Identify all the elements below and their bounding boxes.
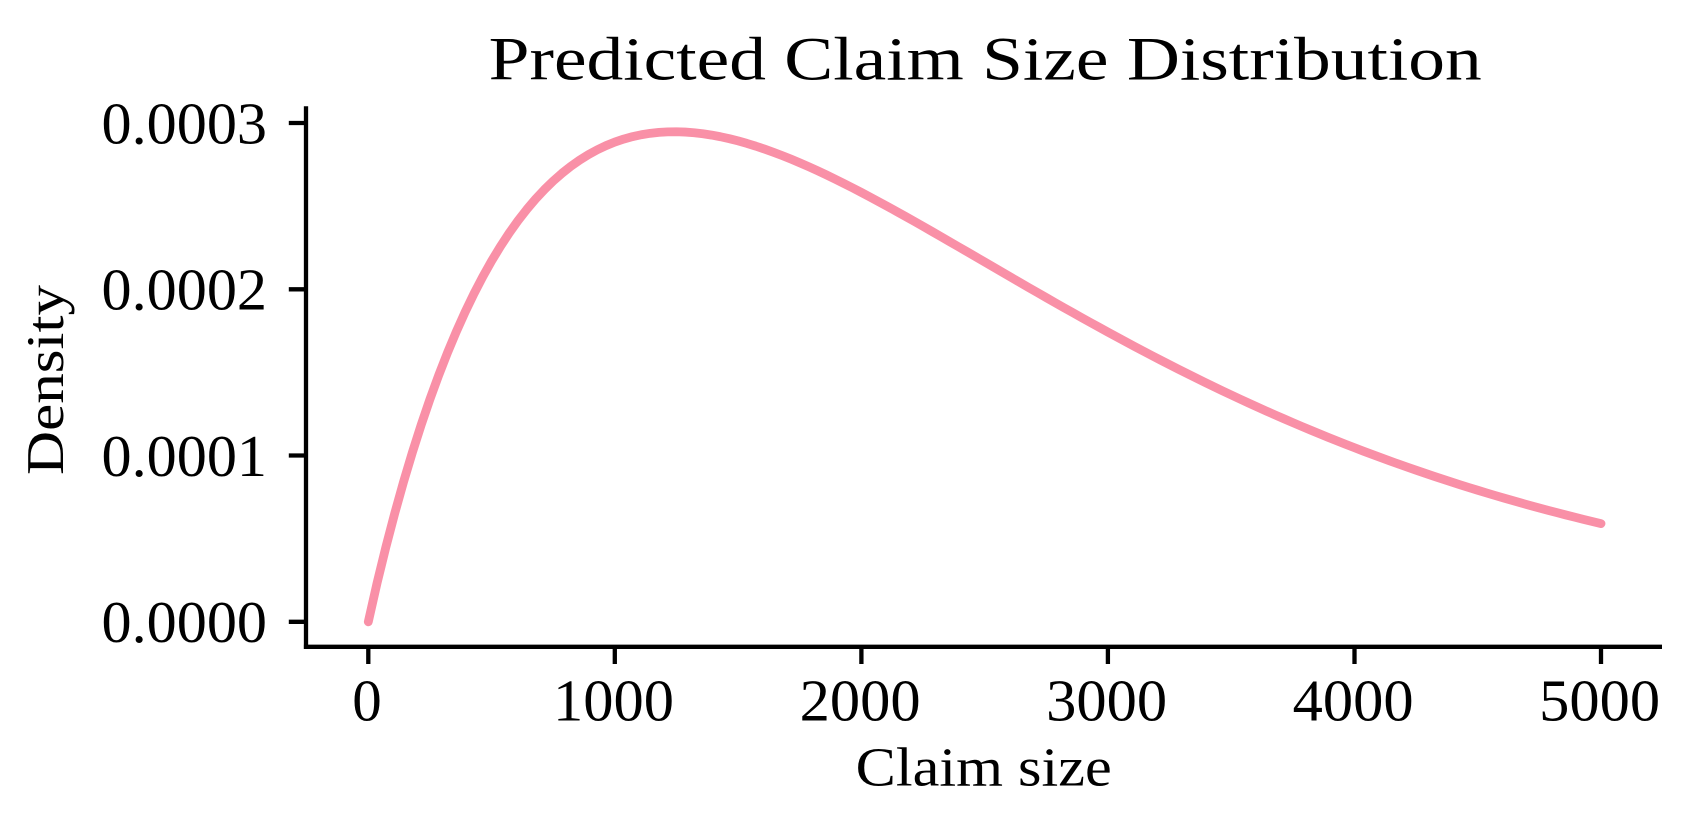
- svg-text:0: 0: [352, 668, 382, 734]
- svg-text:Density: Density: [17, 284, 75, 475]
- svg-text:4000: 4000: [1293, 668, 1414, 734]
- svg-text:5000: 5000: [1539, 668, 1660, 734]
- svg-text:0.0003: 0.0003: [102, 90, 268, 156]
- svg-text:0.0001: 0.0001: [102, 423, 268, 489]
- svg-text:2000: 2000: [800, 668, 921, 734]
- svg-text:0.0002: 0.0002: [102, 257, 268, 323]
- svg-text:Claim size: Claim size: [856, 737, 1112, 798]
- svg-text:3000: 3000: [1046, 668, 1167, 734]
- svg-text:0.0000: 0.0000: [102, 589, 268, 655]
- svg-text:1000: 1000: [553, 668, 674, 734]
- svg-text:Predicted Claim Size Distribut: Predicted Claim Size Distribution: [489, 27, 1482, 94]
